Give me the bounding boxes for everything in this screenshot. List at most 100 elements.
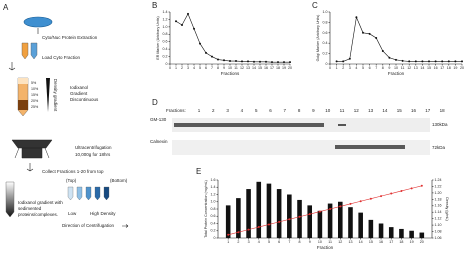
- bar: [307, 205, 313, 238]
- x-tick-label: 3: [248, 240, 250, 244]
- bar: [266, 183, 272, 238]
- x-tick-label: 8: [299, 240, 301, 244]
- y-tick-label: 0.8: [211, 207, 216, 211]
- x-tick-label: 9: [388, 66, 390, 70]
- axis: [329, 12, 462, 65]
- marker: [454, 60, 457, 63]
- lane-label: 18: [440, 108, 446, 113]
- fractions-label: Fractions:: [166, 108, 186, 113]
- panel-label: D: [152, 98, 158, 107]
- y2-tick-label: 1.22: [435, 184, 442, 188]
- x-tick-label: 4: [355, 66, 357, 70]
- marker: [355, 16, 358, 19]
- bar: [348, 207, 353, 238]
- y2-tick-label: 1.20: [435, 191, 442, 195]
- y-tick-label: 0.6: [211, 214, 216, 218]
- marker: [395, 58, 397, 61]
- x-tick-label: 5: [362, 66, 364, 70]
- marker: [175, 20, 177, 23]
- bar: [399, 228, 404, 238]
- x-tick-label: 11: [328, 240, 332, 244]
- x-tick-label: 10: [318, 240, 322, 244]
- band: [174, 123, 324, 127]
- fraction-tube: [103, 186, 110, 201]
- x-tick-label: 15: [427, 66, 431, 70]
- marker: [277, 61, 279, 64]
- x-tick-label: 18: [276, 66, 280, 70]
- x-tick-label: 11: [401, 66, 405, 70]
- row-size: 130kDa: [432, 122, 448, 127]
- marker: [283, 61, 285, 64]
- y2-tick-label: 1.12: [435, 217, 442, 221]
- y-axis-label: Total Protein Concentration (mg/mL): [204, 180, 208, 238]
- x-tick-label: 7: [211, 66, 213, 70]
- fraction-tube: [67, 186, 74, 201]
- lane-label: 7: [284, 108, 287, 113]
- x-tick-label: 16: [434, 66, 438, 70]
- marker: [421, 60, 424, 63]
- x-tick-label: 6: [369, 66, 371, 70]
- percent: 5%: [31, 81, 37, 85]
- y-tick-label: 0.4: [211, 221, 216, 225]
- x-tick-label: 4: [258, 240, 260, 244]
- x-axis-label: Fraction: [317, 245, 334, 250]
- x-tick-label: 19: [282, 66, 286, 70]
- x-tick-label: 0: [329, 66, 331, 70]
- x-tick-label: 1: [175, 66, 177, 70]
- marker: [401, 59, 404, 62]
- x-tick-label: 7: [288, 240, 290, 244]
- x-tick-label: 14: [420, 66, 424, 70]
- marker: [318, 210, 321, 213]
- line: [228, 185, 422, 236]
- x-tick-label: 20: [460, 66, 464, 70]
- bar: [378, 223, 384, 238]
- row-name: Calnexin: [150, 139, 168, 144]
- y-tick-label: 1.6: [211, 178, 216, 182]
- row-name: GM-130: [150, 117, 167, 122]
- lane-label: 12: [354, 108, 360, 113]
- marker: [199, 42, 201, 45]
- marker: [400, 189, 403, 192]
- y-tick-label: 0.2: [211, 229, 216, 233]
- bar: [358, 212, 363, 238]
- x-axis-label: Fraction: [388, 71, 405, 76]
- x-tick-label: 18: [447, 66, 451, 70]
- marker: [227, 233, 230, 236]
- marker: [461, 60, 463, 63]
- lane-label: 9: [312, 108, 315, 113]
- y-axis-label: ER Marker (Arbitrary Units): [156, 16, 160, 59]
- marker: [349, 202, 352, 205]
- marker: [348, 57, 351, 60]
- marker: [441, 60, 444, 63]
- x-tick-label: 20: [420, 240, 424, 244]
- x-tick-label: 10: [228, 66, 232, 70]
- bar: [368, 219, 374, 238]
- marker: [362, 31, 364, 34]
- y-tick-label: 0.8: [163, 32, 168, 36]
- x-tick-label: 6: [205, 66, 207, 70]
- marker: [408, 60, 411, 63]
- x-tick-label: 2: [342, 66, 344, 70]
- marker: [410, 187, 413, 190]
- bar: [256, 181, 262, 238]
- y-tick-label: 0.2: [323, 52, 328, 56]
- y2-tick-label: 1.16: [435, 204, 442, 208]
- result-text: Iodixanol gradient with: [18, 200, 63, 205]
- y-tick-label: 0: [166, 62, 168, 66]
- x-tick-label: 19: [410, 240, 414, 244]
- bottom-label: (Bottom): [110, 178, 128, 183]
- line: [336, 16, 462, 62]
- x-tick-label: 1: [227, 240, 229, 244]
- lane-label: 10: [325, 108, 331, 113]
- marker: [205, 51, 207, 54]
- bar: [236, 198, 241, 238]
- panel-label: A: [3, 3, 9, 12]
- bar: [337, 201, 343, 238]
- marker: [359, 200, 362, 203]
- fraction-tube: [85, 186, 92, 201]
- x-tick-label: 5: [268, 240, 270, 244]
- rotor: [11, 139, 53, 159]
- dish: [23, 16, 53, 28]
- marker: [308, 213, 311, 216]
